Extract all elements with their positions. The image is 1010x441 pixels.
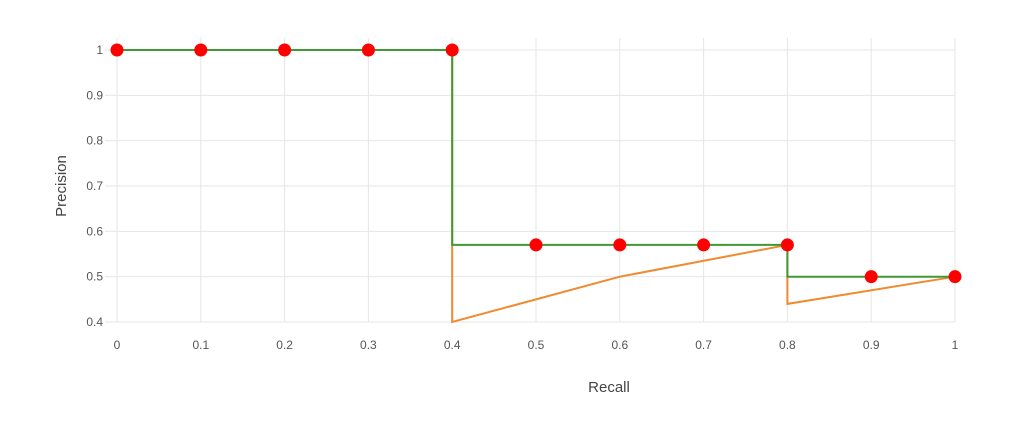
data-point-marker: [110, 43, 124, 57]
y-tick-label: 0.6: [86, 224, 103, 238]
data-point-marker: [948, 270, 962, 284]
x-tick-label: 0.9: [863, 338, 880, 352]
data-point-marker: [361, 43, 375, 57]
y-tick-labels: 0.4 0.5 0.6 0.7 0.8 0.9 1: [86, 43, 103, 329]
y-axis-title: Precision: [53, 155, 70, 217]
data-point-marker: [445, 43, 459, 57]
data-point-marker: [780, 238, 794, 252]
x-tick-label: 0.7: [695, 338, 712, 352]
y-tick-label: 0.9: [86, 88, 103, 102]
data-point-marker: [278, 43, 292, 57]
x-tick-label: 0.2: [276, 338, 293, 352]
x-tick-label: 0.4: [444, 338, 461, 352]
x-tick-label: 0.8: [779, 338, 796, 352]
data-point-marker: [864, 270, 878, 284]
data-point-marker: [194, 43, 208, 57]
x-axis-title: Recall: [588, 379, 630, 396]
y-tick-label: 0.7: [86, 179, 103, 193]
x-tick-label: 0.6: [611, 338, 628, 352]
data-point-marker: [613, 238, 627, 252]
y-tick-label: 0.5: [86, 270, 103, 284]
y-tick-label: 1: [96, 43, 103, 57]
series-markers: [110, 43, 962, 284]
x-tick-label: 0: [114, 338, 121, 352]
x-tick-label: 0.5: [528, 338, 545, 352]
x-tick-label: 0.3: [360, 338, 377, 352]
x-tick-label: 0.1: [192, 338, 209, 352]
data-point-marker: [697, 238, 711, 252]
y-tick-label: 0.8: [86, 134, 103, 148]
x-tick-labels: 0 0.1 0.2 0.3 0.4 0.5 0.6 0.7 0.8 0.9 1: [114, 338, 959, 352]
x-tick-label: 1: [952, 338, 959, 352]
y-tick-label: 0.4: [86, 315, 103, 329]
data-point-marker: [529, 238, 543, 252]
x-gridlines: [116, 38, 956, 322]
y-gridlines: [105, 49, 955, 323]
